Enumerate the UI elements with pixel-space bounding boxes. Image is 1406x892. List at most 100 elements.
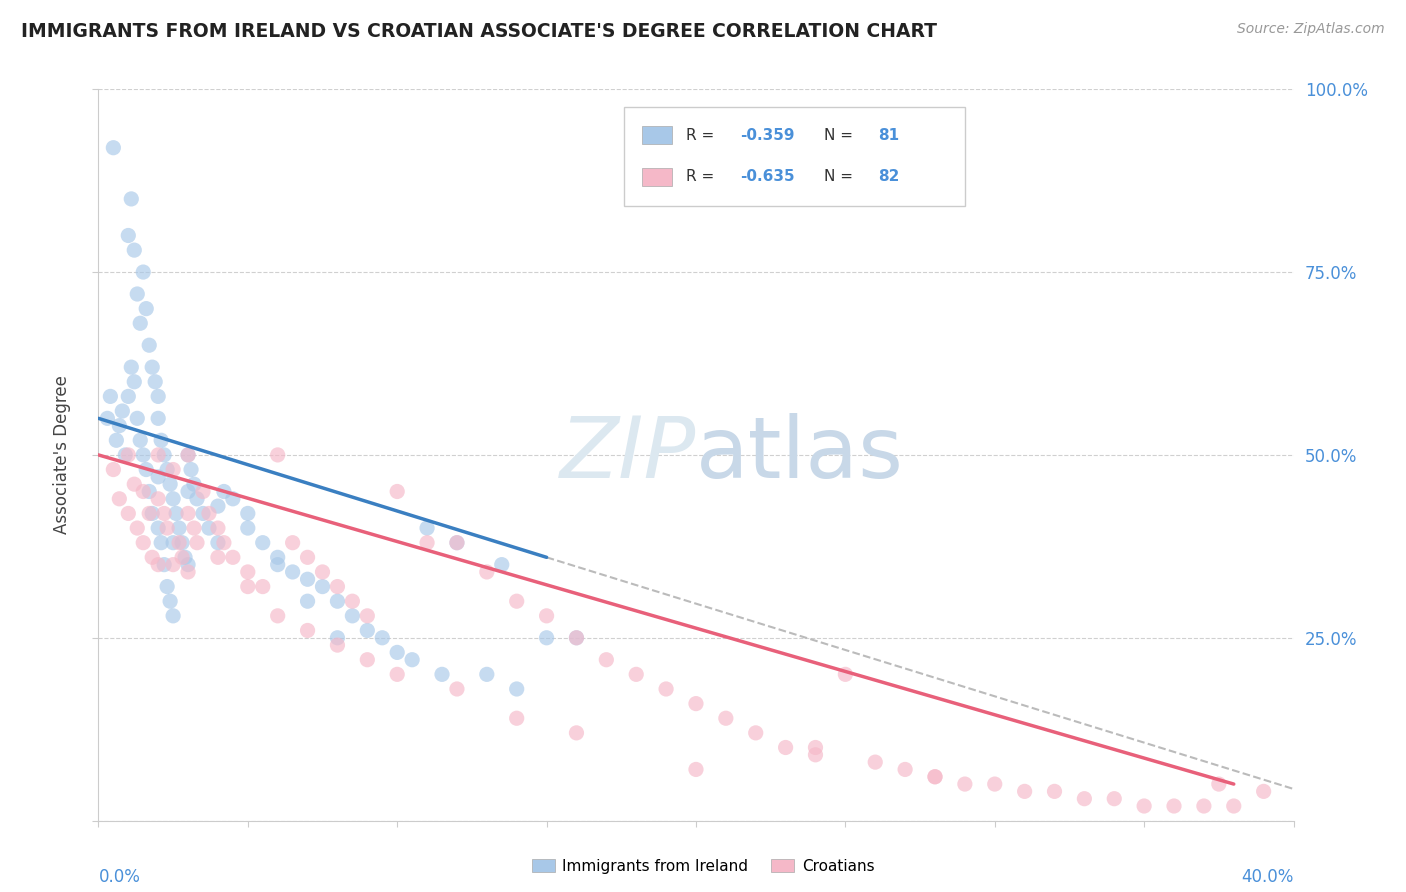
Point <box>132 484 155 499</box>
Point <box>177 484 200 499</box>
Point <box>446 535 468 549</box>
Point <box>1104 791 1126 805</box>
Point <box>162 535 184 549</box>
Point <box>1133 799 1156 814</box>
Point <box>103 141 125 155</box>
Point <box>565 631 588 645</box>
Point <box>165 507 187 521</box>
Point <box>124 375 146 389</box>
Point <box>685 763 707 777</box>
Text: 82: 82 <box>877 169 898 185</box>
Point <box>267 558 290 572</box>
Point <box>141 360 163 375</box>
Point <box>326 580 349 594</box>
Text: 40.0%: 40.0% <box>1241 868 1294 886</box>
Point <box>326 594 349 608</box>
Point <box>156 521 179 535</box>
Point <box>148 470 170 484</box>
Point <box>162 558 184 572</box>
Point <box>595 653 617 667</box>
Point <box>222 550 245 565</box>
Point <box>281 535 304 549</box>
Point <box>167 521 190 535</box>
Point <box>162 491 184 506</box>
Point <box>183 477 205 491</box>
Text: -0.359: -0.359 <box>740 128 794 143</box>
Point <box>834 667 856 681</box>
Point <box>111 404 134 418</box>
Point <box>148 491 170 506</box>
Point <box>198 507 221 521</box>
Point <box>626 667 648 681</box>
Point <box>506 594 529 608</box>
Point <box>1192 799 1215 814</box>
Point <box>167 535 190 549</box>
Point <box>236 565 259 579</box>
Point <box>174 550 197 565</box>
Point <box>984 777 1007 791</box>
Point <box>924 770 946 784</box>
Point <box>745 726 768 740</box>
Point <box>129 316 152 330</box>
Point <box>1043 784 1066 798</box>
Point <box>148 521 170 535</box>
Point <box>267 448 290 462</box>
Point <box>281 565 304 579</box>
Point <box>475 565 498 579</box>
Point <box>172 535 194 549</box>
Point <box>953 777 976 791</box>
Point <box>153 558 176 572</box>
Point <box>356 624 378 638</box>
Point <box>222 491 245 506</box>
Point <box>124 243 146 257</box>
Point <box>177 448 200 462</box>
Point <box>159 477 181 491</box>
Point <box>177 565 200 579</box>
Point <box>124 477 146 491</box>
Point <box>183 521 205 535</box>
Point <box>120 192 142 206</box>
Point <box>1163 799 1185 814</box>
Point <box>714 711 737 725</box>
Legend: Immigrants from Ireland, Croatians: Immigrants from Ireland, Croatians <box>526 853 880 880</box>
Point <box>127 287 149 301</box>
Point <box>153 507 176 521</box>
Text: ZIP: ZIP <box>560 413 696 497</box>
Point <box>207 535 229 549</box>
Point <box>207 521 229 535</box>
Point <box>416 521 439 535</box>
Point <box>311 565 333 579</box>
Point <box>177 448 200 462</box>
Point <box>297 550 319 565</box>
Point <box>117 228 139 243</box>
Point <box>150 434 173 448</box>
Point <box>156 462 179 476</box>
Point <box>143 375 166 389</box>
Point <box>117 507 139 521</box>
Point <box>385 645 409 659</box>
Point <box>491 558 513 572</box>
Point <box>177 558 200 572</box>
Point <box>565 631 588 645</box>
Point <box>401 653 423 667</box>
Point <box>865 755 887 769</box>
Point <box>212 484 235 499</box>
Point <box>148 389 170 403</box>
Point <box>894 763 917 777</box>
Point <box>129 434 152 448</box>
Point <box>236 580 259 594</box>
Point <box>297 594 319 608</box>
Text: R =: R = <box>686 128 720 143</box>
Point <box>207 499 229 513</box>
Point <box>117 389 139 403</box>
Text: -0.635: -0.635 <box>740 169 794 185</box>
Point <box>138 338 160 352</box>
Point <box>132 265 155 279</box>
Point <box>342 608 364 623</box>
Point <box>565 726 588 740</box>
Point <box>416 535 439 549</box>
Point <box>252 535 274 549</box>
Text: N =: N = <box>824 169 858 185</box>
Point <box>172 550 194 565</box>
Point <box>1014 784 1036 798</box>
